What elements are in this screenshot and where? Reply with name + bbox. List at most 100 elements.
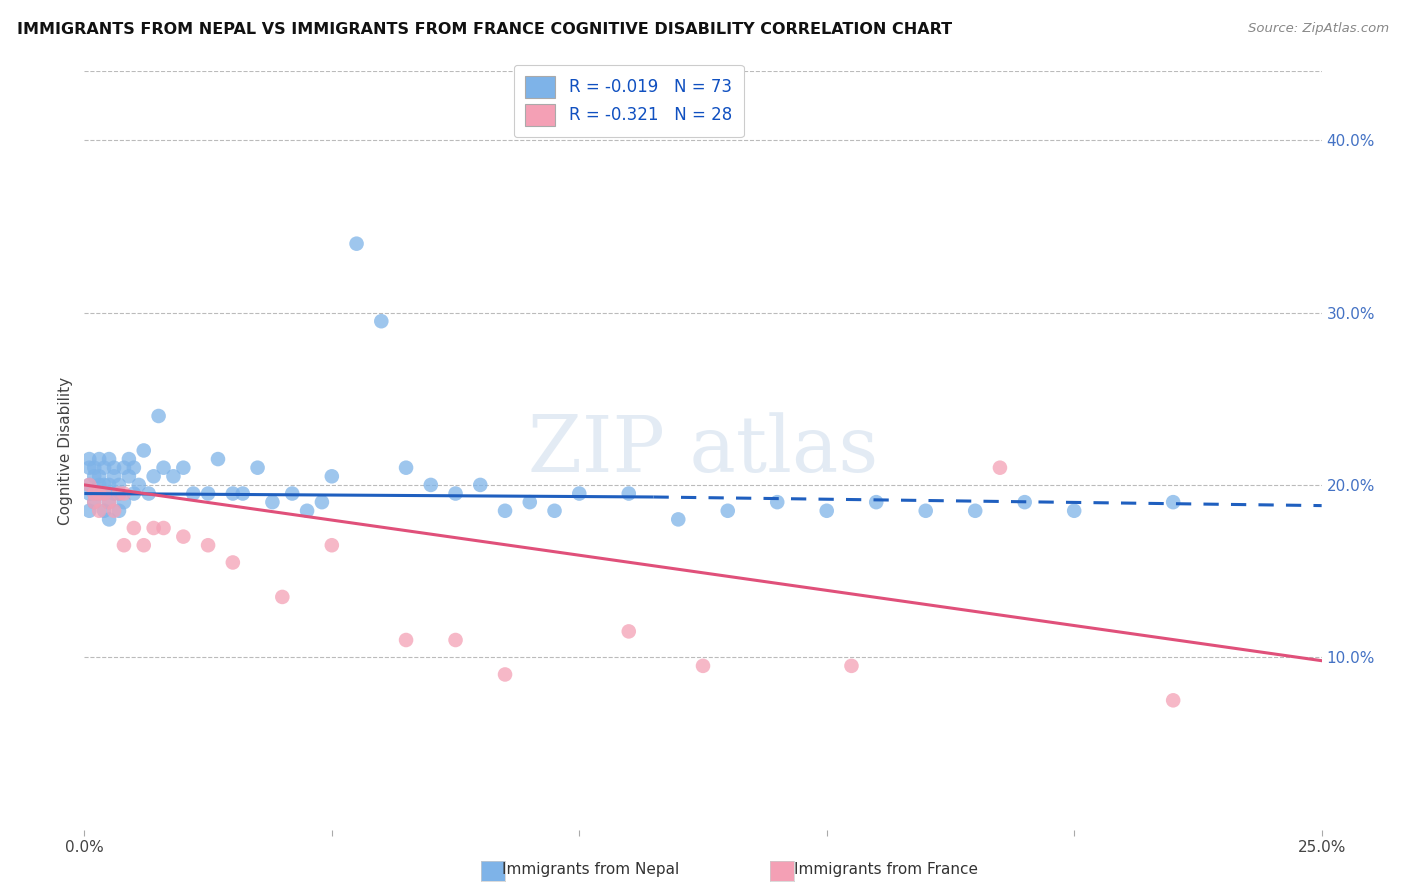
Point: [232, 486, 254, 500]
Point: [122, 521, 145, 535]
Point: [122, 486, 145, 500]
Point: [79, 478, 101, 492]
Point: [470, 478, 492, 492]
Point: [444, 633, 467, 648]
Point: [1014, 495, 1036, 509]
Point: [370, 314, 392, 328]
Point: [89, 486, 111, 500]
Point: [311, 495, 333, 509]
Point: [108, 486, 131, 500]
Point: [965, 504, 987, 518]
Point: [692, 658, 714, 673]
Point: [138, 486, 160, 500]
Point: [395, 460, 418, 475]
Point: [108, 504, 131, 518]
Point: [142, 469, 165, 483]
Point: [89, 452, 111, 467]
Point: [152, 521, 174, 535]
Point: [766, 495, 789, 509]
Point: [103, 469, 125, 483]
Point: [93, 478, 115, 492]
Point: [79, 460, 101, 475]
Point: [118, 469, 141, 483]
Point: [132, 443, 155, 458]
Point: [108, 486, 131, 500]
Point: [494, 504, 516, 518]
Point: [98, 495, 121, 509]
Point: [142, 521, 165, 535]
Point: [717, 504, 740, 518]
Point: [321, 469, 343, 483]
Text: Immigrants from France: Immigrants from France: [794, 863, 977, 877]
Point: [89, 486, 111, 500]
Point: [112, 460, 135, 475]
Point: [568, 486, 591, 500]
Point: [617, 624, 640, 639]
Point: [197, 538, 219, 552]
Point: [132, 538, 155, 552]
Y-axis label: Cognitive Disability: Cognitive Disability: [58, 376, 73, 524]
Point: [152, 460, 174, 475]
Point: [83, 460, 105, 475]
Point: [98, 495, 121, 509]
Point: [815, 504, 838, 518]
Point: [128, 478, 150, 492]
Point: [83, 486, 105, 500]
Point: [103, 460, 125, 475]
Point: [83, 486, 105, 500]
Point: [83, 469, 105, 483]
Point: [79, 504, 101, 518]
Point: [108, 478, 131, 492]
Text: IMMIGRANTS FROM NEPAL VS IMMIGRANTS FROM FRANCE COGNITIVE DISABILITY CORRELATION: IMMIGRANTS FROM NEPAL VS IMMIGRANTS FROM…: [17, 22, 952, 37]
Point: [246, 460, 269, 475]
Point: [295, 504, 318, 518]
Text: Immigrants from Nepal: Immigrants from Nepal: [502, 863, 679, 877]
Point: [395, 633, 418, 648]
Point: [617, 486, 640, 500]
Point: [112, 538, 135, 552]
Point: [222, 556, 245, 570]
Point: [83, 495, 105, 509]
Point: [1063, 504, 1085, 518]
Point: [865, 495, 887, 509]
Point: [93, 486, 115, 500]
Point: [93, 460, 115, 475]
Point: [172, 460, 194, 475]
Point: [262, 495, 284, 509]
Point: [1161, 495, 1184, 509]
Point: [79, 452, 101, 467]
Point: [103, 486, 125, 500]
Point: [988, 460, 1011, 475]
Point: [89, 469, 111, 483]
Text: Source: ZipAtlas.com: Source: ZipAtlas.com: [1249, 22, 1389, 36]
Point: [271, 590, 294, 604]
Point: [181, 486, 204, 500]
Point: [93, 486, 115, 500]
Point: [197, 486, 219, 500]
Point: [148, 409, 170, 423]
Point: [321, 538, 343, 552]
Point: [118, 452, 141, 467]
Point: [419, 478, 441, 492]
Point: [841, 658, 863, 673]
Point: [207, 452, 229, 467]
Legend: R = -0.019   N = 73, R = -0.321   N = 28: R = -0.019 N = 73, R = -0.321 N = 28: [513, 64, 744, 137]
Point: [519, 495, 541, 509]
Point: [543, 504, 565, 518]
Point: [346, 236, 368, 251]
Point: [162, 469, 184, 483]
Point: [83, 495, 105, 509]
Point: [103, 504, 125, 518]
Point: [494, 667, 516, 681]
Text: ZIP atlas: ZIP atlas: [527, 413, 879, 488]
Point: [89, 478, 111, 492]
Point: [172, 530, 194, 544]
Point: [666, 512, 689, 526]
Point: [79, 486, 101, 500]
Point: [281, 486, 304, 500]
Point: [93, 504, 115, 518]
Point: [914, 504, 936, 518]
Point: [112, 486, 135, 500]
Point: [98, 478, 121, 492]
Point: [122, 460, 145, 475]
